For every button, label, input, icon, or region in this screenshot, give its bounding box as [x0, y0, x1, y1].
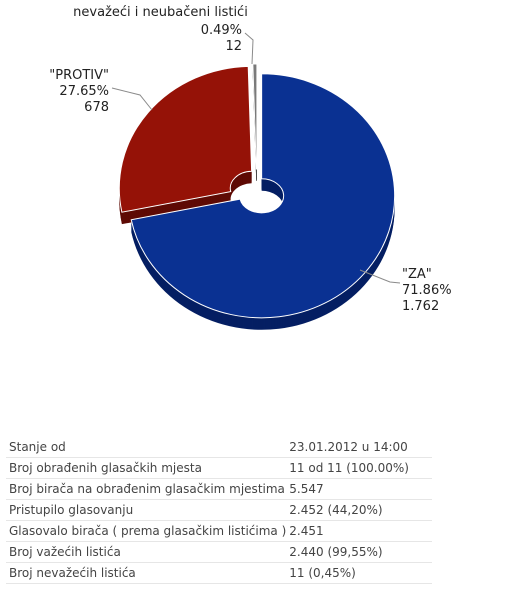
- pie-chart: nevažeći i neubačeni listići 0.49% 12 "P…: [20, 5, 482, 330]
- slice-za-count: 1.762: [402, 299, 440, 314]
- row-label: Broj nevažećih listića: [6, 562, 287, 584]
- row-value: 11 (0,45%): [286, 562, 432, 584]
- results-table: Stanje od 23.01.2012 u 14:00 Broj obrađe…: [6, 437, 432, 584]
- row-value: 11 od 11 (100.00%): [286, 457, 432, 479]
- row-value: 2.452 (44,20%): [286, 499, 432, 521]
- table-row: Broj nevažećih listića 11 (0,45%): [6, 562, 432, 584]
- slice-protiv-name: "PROTIV": [49, 68, 109, 83]
- row-value: 23.01.2012 u 14:00: [286, 437, 432, 458]
- pie-slice-za: [130, 73, 396, 319]
- slice-za-percent: 71.86%: [402, 283, 452, 298]
- leader-line-protiv: [111, 87, 153, 111]
- leader-line-invalid: [244, 32, 254, 65]
- slice-label-za: "ZA" 71.86% 1.762: [402, 267, 482, 315]
- table-row: Broj važećih listića 2.440 (99,55%): [6, 541, 432, 563]
- row-label: Broj važećih listića: [6, 541, 287, 563]
- slice-label-protiv: "PROTIV" 27.65% 678: [20, 68, 109, 116]
- table-row: Stanje od 23.01.2012 u 14:00: [6, 437, 432, 458]
- table-row: Glasovalo birača ( prema glasačkim listi…: [6, 520, 432, 542]
- slice-label-invalid: nevažeći i neubačeni listići: [58, 5, 263, 21]
- row-label: Broj birača na obrađenim glasačkim mjest…: [6, 478, 287, 500]
- slice-label-invalid-name: nevažeći i neubačeni listići: [73, 5, 248, 20]
- row-label: Pristupilo glasovanju: [6, 499, 287, 521]
- slice-protiv-percent: 27.65%: [59, 84, 109, 99]
- row-label: Stanje od: [6, 437, 287, 458]
- table-row: Pristupilo glasovanju 2.452 (44,20%): [6, 499, 432, 521]
- row-label: Broj obrađenih glasačkih mjesta: [6, 457, 287, 479]
- row-value: 2.440 (99,55%): [286, 541, 432, 563]
- pie-slice-invalid: [252, 63, 258, 170]
- slice-invalid-count: 12: [225, 39, 242, 54]
- leader-line-za: [359, 269, 401, 284]
- slice-values-invalid: 0.49% 12: [160, 23, 242, 55]
- pie-slice-protiv: [118, 65, 253, 213]
- slice-za-name: "ZA": [402, 267, 432, 282]
- slice-protiv-count: 678: [84, 100, 109, 115]
- row-value: 5.547: [286, 478, 432, 500]
- table-row: Broj obrađenih glasačkih mjesta 11 od 11…: [6, 457, 432, 479]
- slice-invalid-percent: 0.49%: [200, 23, 242, 38]
- row-value: 2.451: [286, 520, 432, 542]
- table-row: Broj birača na obrađenim glasačkim mjest…: [6, 478, 432, 500]
- row-label: Glasovalo birača ( prema glasačkim listi…: [6, 520, 287, 542]
- pie-chart-svg: [111, 32, 401, 330]
